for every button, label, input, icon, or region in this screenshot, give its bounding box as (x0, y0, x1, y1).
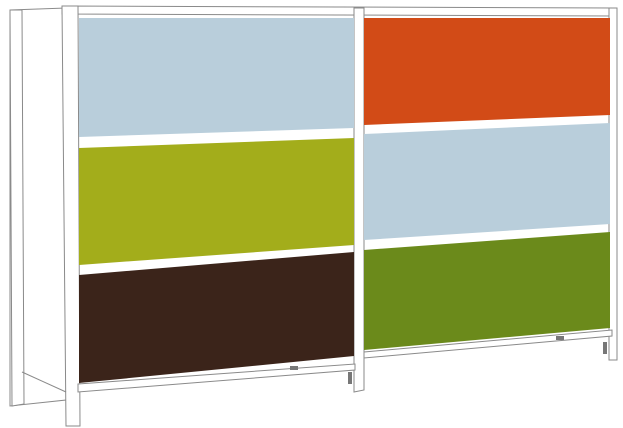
bottom-rail-right (363, 329, 613, 359)
panel-lime (79, 138, 354, 265)
clip (556, 336, 564, 340)
clip (603, 342, 607, 354)
front-post-middle (353, 7, 365, 393)
top-rail (61, 5, 616, 17)
front-post-left (61, 5, 81, 427)
panel-light-blue (364, 123, 610, 240)
front-post-right (608, 7, 618, 361)
panel-light-blue (79, 18, 354, 137)
panel-orange (364, 18, 610, 125)
side-post-back (9, 9, 25, 407)
panel-dark-green (364, 232, 610, 350)
side-bottom-edge (21, 371, 67, 393)
panel-brown (79, 252, 354, 383)
clip (290, 366, 298, 370)
clip (348, 372, 352, 384)
bottom-rail-left (77, 363, 356, 393)
